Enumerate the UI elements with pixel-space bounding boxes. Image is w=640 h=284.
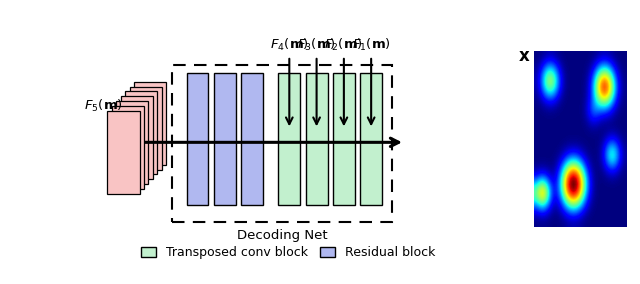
Text: $F_1(\mathbf{m})$: $F_1(\mathbf{m})$ [352,37,390,53]
Bar [108,110,140,194]
Bar [241,74,263,205]
Bar [129,87,162,170]
Bar [125,91,157,174]
Bar [172,65,392,222]
Text: $\mathbf{x}$: $\mathbf{x}$ [518,47,530,65]
Bar [116,101,148,184]
Text: Decoding Net: Decoding Net [237,229,328,242]
Bar [306,74,328,205]
Bar [134,82,166,165]
Bar [112,106,144,189]
Bar [278,74,300,205]
Bar [214,74,236,205]
Bar [360,74,382,205]
Text: $F_5(\mathbf{m})$: $F_5(\mathbf{m})$ [84,98,124,114]
Bar [187,74,209,205]
Text: $F_2(\mathbf{m})$: $F_2(\mathbf{m})$ [324,37,364,53]
Bar [121,96,153,179]
Bar [333,74,355,205]
Legend: Transposed conv block, Residual block: Transposed conv block, Residual block [136,241,441,264]
Text: $F_4(\mathbf{m})$: $F_4(\mathbf{m})$ [270,37,308,53]
Text: $F_3(\mathbf{m})$: $F_3(\mathbf{m})$ [297,37,336,53]
